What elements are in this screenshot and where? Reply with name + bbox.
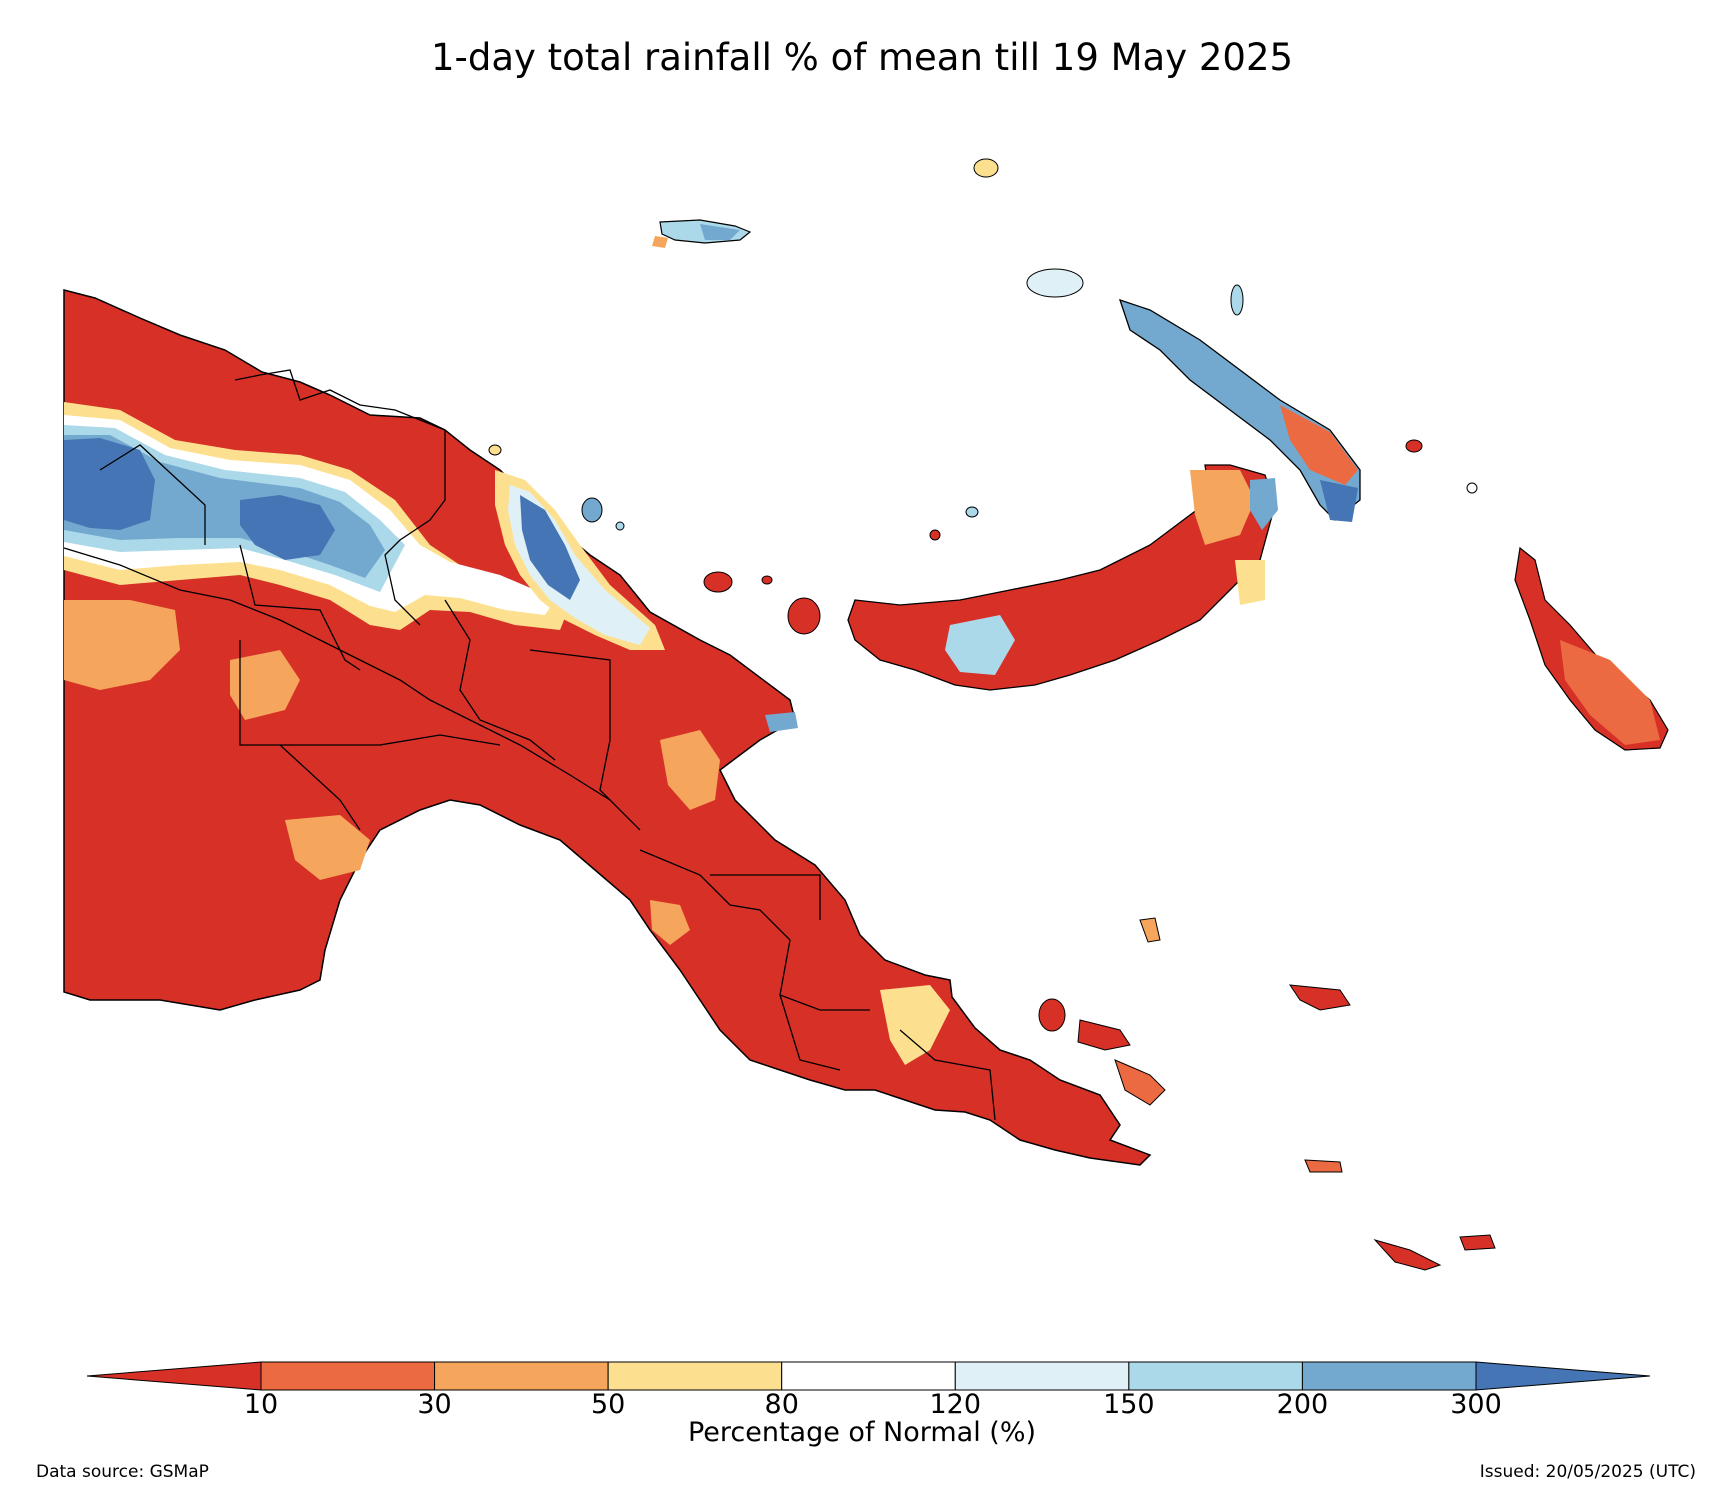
legend-title: Percentage of Normal (%) — [687, 1417, 1037, 1448]
new-britain-yellow — [1235, 560, 1265, 605]
data-source: Data source: GSMaP — [36, 1462, 209, 1482]
wet-core-west — [64, 438, 155, 530]
sudest-island — [1373, 1239, 1442, 1271]
small-island-2 — [488, 444, 502, 456]
new-hanover — [1026, 268, 1084, 298]
madang-wet-core — [520, 495, 580, 600]
legend-tick-label: 30 — [417, 1389, 452, 1420]
manus-wet — [700, 224, 740, 240]
legend-tick-label: 80 — [764, 1389, 799, 1420]
garove-island — [965, 506, 979, 518]
small-island-3 — [615, 521, 625, 531]
new-britain-west-wet — [945, 615, 1015, 675]
misima-island — [1304, 1159, 1343, 1173]
small-island-1 — [761, 575, 773, 585]
fergusson-island — [1077, 1019, 1131, 1051]
umboi-island — [787, 597, 821, 635]
map-title: 1-day total rainfall % of mean till 19 M… — [430, 36, 1294, 79]
witu-island — [929, 529, 941, 541]
wet-core-center — [240, 495, 335, 560]
feni-island — [1466, 482, 1478, 494]
legend-tick-label: 200 — [1276, 1389, 1329, 1420]
issued-date: Issued: 20/05/2025 (UTC) — [1479, 1462, 1696, 1482]
new-ireland-south-dry — [1280, 405, 1358, 485]
rainfall-map — [63, 158, 1669, 1271]
legend-colorbar — [86, 1361, 1651, 1391]
legend-bin-low — [86, 1361, 262, 1391]
central-patch — [650, 900, 690, 945]
goodenough-island — [1038, 998, 1066, 1032]
rossel-island — [1459, 1234, 1496, 1251]
legend-bin — [954, 1361, 1130, 1391]
woodlark-island — [1288, 984, 1351, 1011]
tabar-island — [1230, 284, 1244, 316]
dry-patch-south — [285, 815, 370, 880]
legend-tick-label: 10 — [243, 1389, 279, 1420]
trobriand-islands — [1139, 917, 1161, 943]
legend-bin — [1128, 1361, 1303, 1391]
legend-tick-label: 50 — [590, 1389, 626, 1420]
huon-tip — [765, 712, 798, 732]
new-ireland-tip — [1320, 480, 1358, 522]
province-boundaries — [63, 369, 996, 1121]
legend-tick-label: 300 — [1450, 1389, 1502, 1420]
normanby-island — [1114, 1059, 1166, 1106]
legend-bin — [260, 1361, 436, 1391]
legend-bin — [607, 1361, 783, 1391]
mussau-island — [973, 158, 999, 178]
dry-patch-west — [64, 600, 180, 690]
karkar-island — [581, 497, 603, 523]
new-britain-east-patch — [1190, 470, 1255, 545]
legend-bin — [434, 1361, 609, 1391]
new-britain-east-wet — [1250, 478, 1278, 530]
legend-tick-label: 150 — [1103, 1389, 1155, 1420]
legend-tick-label: 120 — [929, 1389, 982, 1420]
huon-patch — [660, 730, 720, 810]
long-island — [703, 571, 733, 593]
bougainville-orange — [1560, 640, 1660, 745]
legend-bin — [1301, 1361, 1477, 1391]
manus-dry-tip — [652, 236, 668, 248]
legend-bin-high — [1475, 1361, 1651, 1391]
lihir-island — [1405, 439, 1423, 453]
oro-patch — [880, 985, 950, 1065]
dry-patch-highlands — [230, 650, 300, 720]
legend-bin — [781, 1361, 956, 1391]
